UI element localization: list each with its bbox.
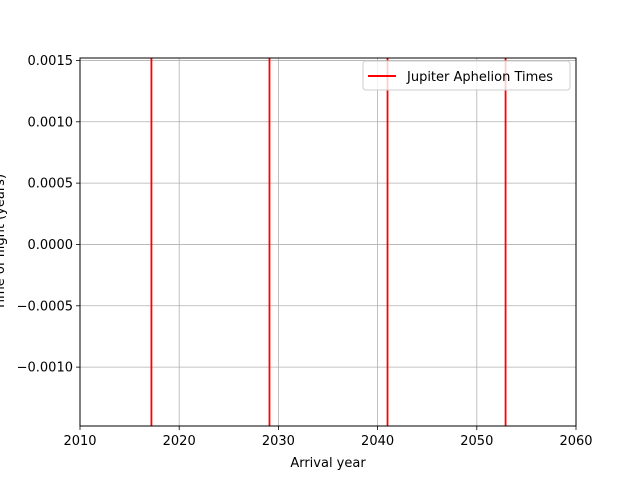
x-tick-label: 2020 xyxy=(163,434,196,449)
y-tick-label: 0.0005 xyxy=(28,177,74,192)
y-axis-label: Time of flight (years) xyxy=(0,174,8,311)
grid xyxy=(79,58,577,426)
y-axis-ticks: 0.0015 0.0010 0.0005 0.0000 −0.0005 −0.0010 xyxy=(17,54,80,376)
x-tick-label: 2050 xyxy=(460,434,493,449)
x-tick-label: 2040 xyxy=(361,434,394,449)
x-axis-ticks: 2010 2020 2030 2040 2050 2060 xyxy=(63,426,593,449)
y-tick-label: 0.0010 xyxy=(28,115,74,130)
x-tick-label: 2060 xyxy=(559,434,592,449)
y-tick-label: 0.0015 xyxy=(28,54,74,69)
y-tick-label: −0.0005 xyxy=(17,299,73,314)
x-axis-label: Arrival year xyxy=(290,456,366,471)
legend-label: Jupiter Aphelion Times xyxy=(406,70,553,85)
plot-area-frame xyxy=(79,57,577,427)
legend-box xyxy=(362,60,571,91)
x-tick-label: 2010 xyxy=(63,434,96,449)
y-tick-label: −0.0010 xyxy=(17,361,73,376)
y-tick-label: 0.0000 xyxy=(28,238,74,253)
legend: Jupiter Aphelion Times xyxy=(362,60,571,91)
series-jupiter-aphelion-times xyxy=(150,58,507,426)
x-tick-label: 2030 xyxy=(262,434,295,449)
